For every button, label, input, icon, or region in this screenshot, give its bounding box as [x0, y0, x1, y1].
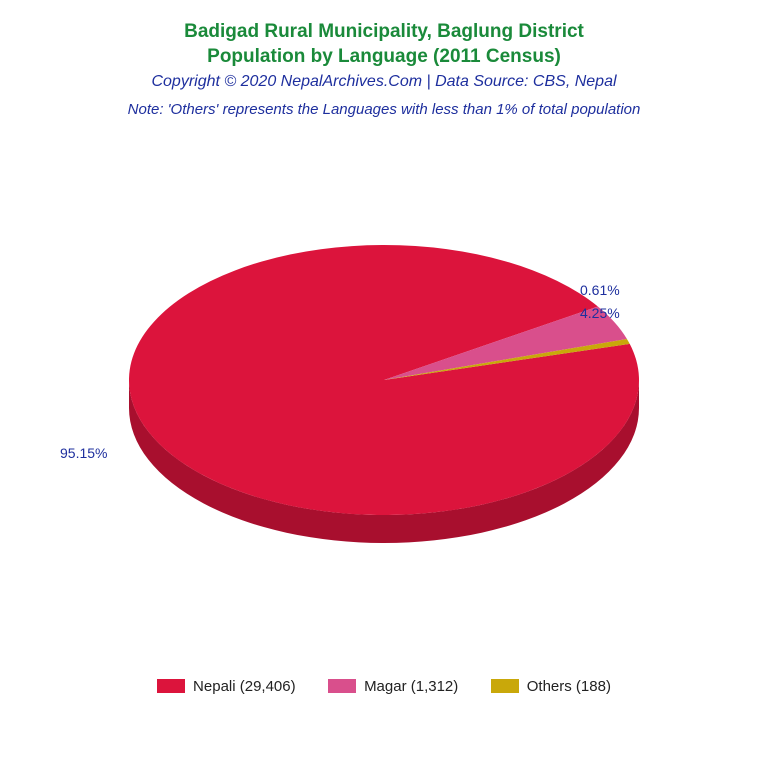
title-line-1: Badigad Rural Municipality, Baglung Dist… [0, 20, 768, 45]
copyright-line: Copyright © 2020 NepalArchives.Com | Dat… [0, 73, 768, 91]
legend-item-nepali: Nepali (29,406) [157, 678, 296, 695]
title-line-2: Population by Language (2011 Census) [0, 45, 768, 70]
pct-label-magar: 4.25% [580, 305, 620, 321]
legend-swatch-nepali [157, 679, 185, 693]
pct-label-nepali: 95.15% [60, 445, 107, 461]
legend-swatch-magar [328, 679, 356, 693]
legend-item-others: Others (188) [491, 678, 611, 695]
legend-label: Magar (1,312) [364, 678, 458, 695]
chart-legend: Nepali (29,406) Magar (1,312) Others (18… [0, 678, 768, 699]
legend-label: Nepali (29,406) [193, 678, 296, 695]
pie-chart-svg [84, 190, 684, 570]
note-line: Note: 'Others' represents the Languages … [0, 101, 768, 118]
pie-slice [129, 245, 639, 515]
legend-swatch-others [491, 679, 519, 693]
legend-item-magar: Magar (1,312) [328, 678, 458, 695]
legend-label: Others (188) [527, 678, 611, 695]
pie-chart-area: 95.15% 4.25% 0.61% [0, 190, 768, 610]
chart-header: Badigad Rural Municipality, Baglung Dist… [0, 0, 768, 118]
pct-label-others: 0.61% [580, 282, 620, 298]
